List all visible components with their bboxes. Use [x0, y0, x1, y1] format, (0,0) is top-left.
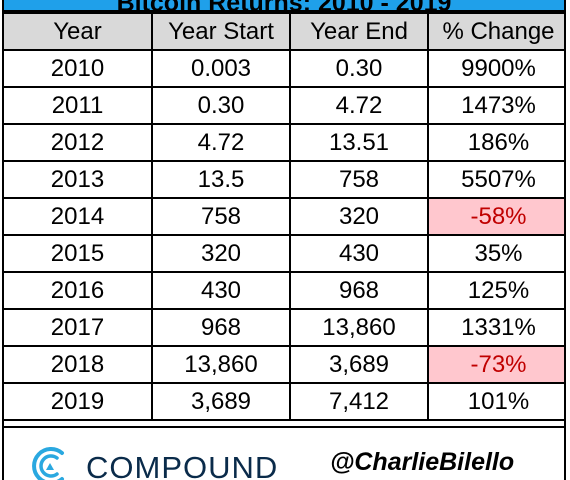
- cell-year: 2013: [4, 161, 152, 198]
- cell-year-start: 758: [152, 198, 290, 235]
- cell-percent-change: -73%: [428, 346, 566, 383]
- cell-year: 2014: [4, 198, 152, 235]
- compound-logo-icon: [26, 444, 70, 480]
- table-row: 2010 0.003 0.30 9900%: [4, 50, 566, 87]
- cell-year-end: 3,689: [290, 346, 428, 383]
- cell-year: 2017: [4, 309, 152, 346]
- cell-year-start: 430: [152, 272, 290, 309]
- table-row: 2012 4.72 13.51 186%: [4, 124, 566, 161]
- cell-year-end: 758: [290, 161, 428, 198]
- cell-year-end: 13.51: [290, 124, 428, 161]
- cell-year-end: 430: [290, 235, 428, 272]
- cell-year-start: 3,689: [152, 383, 290, 420]
- table-header-row: Year Year Start Year End % Change: [4, 13, 566, 50]
- header-year: Year: [4, 13, 152, 50]
- table-row: 2019 3,689 7,412 101%: [4, 383, 566, 420]
- cell-percent-change: 125%: [428, 272, 566, 309]
- cell-percent-change: 101%: [428, 383, 566, 420]
- cell-year: 2011: [4, 87, 152, 124]
- cell-year: 2016: [4, 272, 152, 309]
- cell-year-end: 968: [290, 272, 428, 309]
- cell-year-start: 0.003: [152, 50, 290, 87]
- footer: COMPOUND @CharlieBilello: [4, 426, 564, 480]
- cell-percent-change: 5507%: [428, 161, 566, 198]
- cell-year-end: 0.30: [290, 50, 428, 87]
- table-row: 2018 13,860 3,689 -73%: [4, 346, 566, 383]
- table-row: 2013 13.5 758 5507%: [4, 161, 566, 198]
- header-year-start: Year Start: [152, 13, 290, 50]
- table-row: 2015 320 430 35%: [4, 235, 566, 272]
- table-row: 2011 0.30 4.72 1473%: [4, 87, 566, 124]
- cell-year-end: 4.72: [290, 87, 428, 124]
- cell-year: 2012: [4, 124, 152, 161]
- cell-year-start: 4.72: [152, 124, 290, 161]
- cell-year-start: 0.30: [152, 87, 290, 124]
- cell-year-end: 320: [290, 198, 428, 235]
- cell-year-end: 13,860: [290, 309, 428, 346]
- cell-year: 2015: [4, 235, 152, 272]
- table-title-bar: Bitcoin Returns: 2010 - 2019: [4, 0, 564, 12]
- cell-percent-change: -58%: [428, 198, 566, 235]
- cell-percent-change: 1331%: [428, 309, 566, 346]
- cell-year: 2019: [4, 383, 152, 420]
- cell-year: 2010: [4, 50, 152, 87]
- compound-brand-text: COMPOUND: [86, 450, 278, 480]
- cell-year-start: 968: [152, 309, 290, 346]
- cell-percent-change: 35%: [428, 235, 566, 272]
- header-percent-change: % Change: [428, 13, 566, 50]
- cell-year-end: 7,412: [290, 383, 428, 420]
- cell-year: 2018: [4, 346, 152, 383]
- twitter-handle: @CharlieBilello: [330, 448, 514, 477]
- cell-percent-change: 186%: [428, 124, 566, 161]
- table-row: 2017 968 13,860 1331%: [4, 309, 566, 346]
- cell-year-start: 320: [152, 235, 290, 272]
- table-body: 2010 0.003 0.30 9900% 2011 0.30 4.72 1473% 2012 4…: [4, 50, 566, 420]
- header-year-end: Year End: [290, 13, 428, 50]
- cell-percent-change: 1473%: [428, 87, 566, 124]
- cell-percent-change: 9900%: [428, 50, 566, 87]
- table-row: 2016 430 968 125%: [4, 272, 566, 309]
- cell-year-start: 13.5: [152, 161, 290, 198]
- cell-year-start: 13,860: [152, 346, 290, 383]
- table-row: 2014 758 320 -58%: [4, 198, 566, 235]
- returns-table: Year Year Start Year End % Change 2010 0.…: [4, 12, 566, 421]
